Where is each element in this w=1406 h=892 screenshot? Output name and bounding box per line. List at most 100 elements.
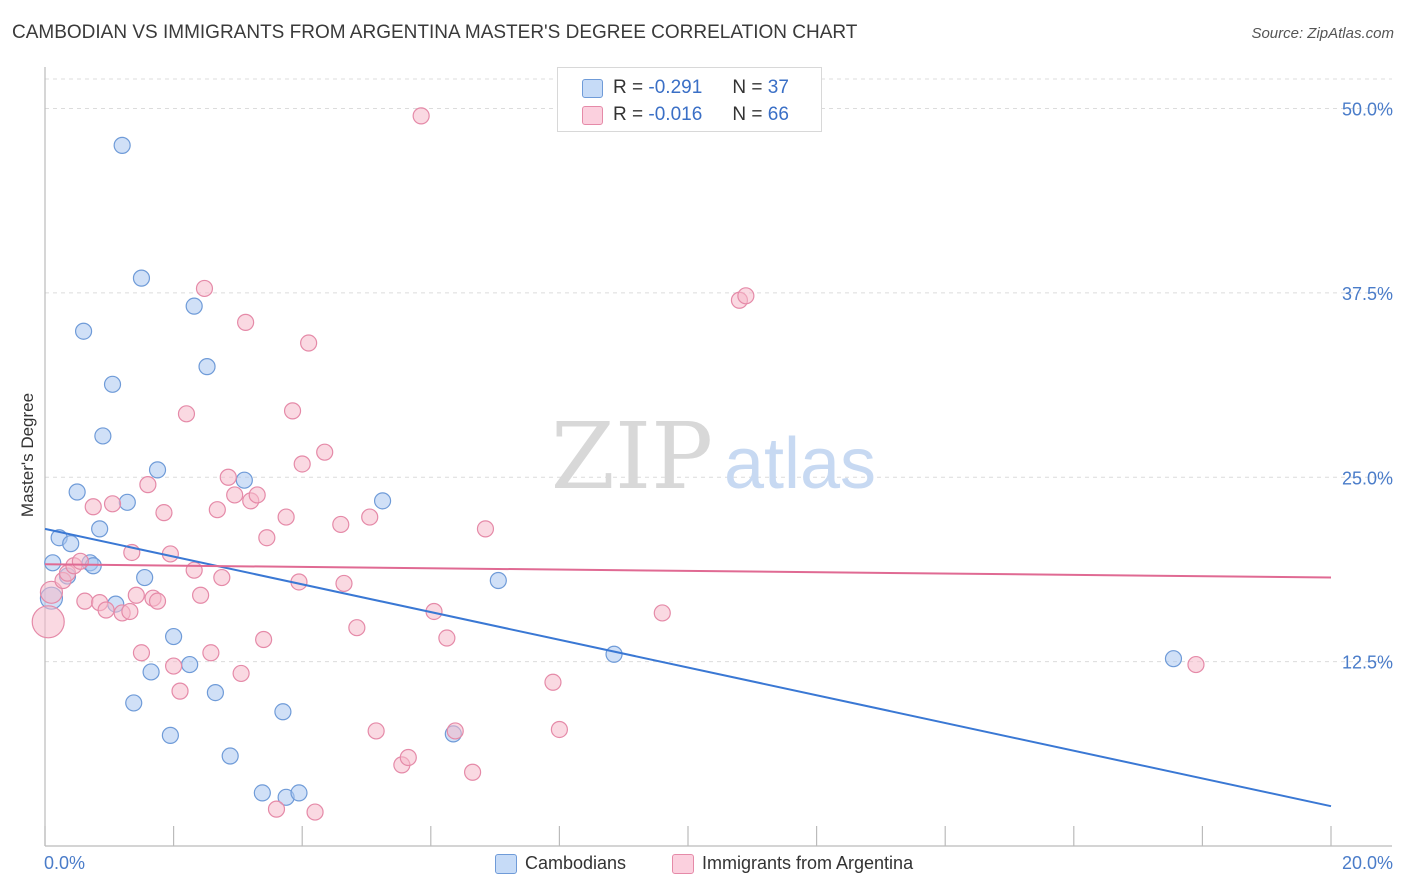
argentina-trend-line [44, 563, 1332, 579]
argentina-point [148, 592, 167, 610]
cambodian-point [103, 375, 122, 393]
cambodian-point [489, 571, 507, 590]
argentina-point [463, 763, 482, 781]
argentina-point [185, 561, 203, 579]
argentina-point [361, 508, 379, 526]
argentina-point [237, 313, 255, 331]
argentina-point [208, 501, 226, 519]
argentina-point [165, 657, 183, 675]
cambodian-point [118, 493, 136, 511]
y-tick-label: 50.0% [1342, 100, 1393, 120]
cambodian-point [148, 461, 167, 479]
argentina-point [283, 402, 302, 420]
legend-item-cambodians[interactable]: Cambodians [495, 853, 626, 874]
argentina-point [544, 673, 562, 691]
chart-title: CAMBODIAN VS IMMIGRANTS FROM ARGENTINA M… [12, 22, 858, 43]
argentina-point [171, 682, 189, 700]
r-label: R = [613, 77, 644, 98]
argentina-point [127, 586, 145, 604]
argentina-point [76, 592, 94, 610]
argentina-point [446, 722, 464, 740]
argentina-point [550, 720, 569, 739]
cambodian-trend-line [44, 527, 1332, 808]
argentina-point [192, 586, 210, 604]
y-tick-label: 37.5% [1342, 284, 1393, 304]
watermark-zip: ZIP [551, 403, 713, 510]
argentina-point [195, 279, 214, 298]
argentina-point [258, 529, 276, 547]
argentina-point [412, 107, 430, 125]
argentina-point [335, 574, 353, 593]
y-axis-label: Master's Degree [18, 392, 37, 518]
cambodian-point [1164, 650, 1183, 668]
cambodian-point [373, 492, 392, 510]
argentina-point [213, 568, 231, 587]
stats-box: R = -0.291 N = 37 R = -0.016 N = 66 [557, 67, 822, 132]
r-value: -0.291 [648, 77, 703, 98]
stats-row-cambodians: R = -0.291 N = 37 [582, 77, 789, 99]
cambodians-legend-swatch [495, 853, 517, 874]
cambodian-point [253, 784, 271, 802]
cambodian-point [113, 136, 131, 154]
cambodian-point [235, 471, 253, 489]
argentina-point [367, 722, 385, 740]
r-value: -0.016 [648, 104, 703, 125]
argentina-point [139, 476, 157, 494]
cambodian-point [605, 645, 623, 663]
cambodian-point [62, 535, 80, 553]
argentina-point [399, 748, 417, 767]
argentina-point [121, 602, 139, 621]
argentina-point [293, 455, 311, 473]
argentina-point [31, 605, 65, 639]
cambodian-point [44, 554, 62, 572]
n-value: 66 [767, 104, 789, 125]
cambodian-point [185, 297, 203, 315]
r-label: R = [613, 104, 644, 125]
cambodian-point [165, 627, 183, 646]
cambodian-point [91, 520, 109, 538]
argentina-point [316, 443, 334, 461]
argentina-point [219, 468, 237, 486]
y-tick-label: 25.0% [1342, 468, 1393, 488]
watermark-atlas: atlas [724, 424, 876, 504]
cambodian-point [181, 655, 199, 674]
argentina-point [438, 629, 456, 647]
x-tick-label: 0.0% [44, 853, 85, 873]
argentina-point [737, 287, 755, 305]
argentina-point [306, 803, 324, 821]
argentina-point [97, 601, 115, 619]
argentina-point [84, 498, 102, 516]
cambodian-point [274, 703, 292, 721]
cambodian-point [74, 322, 93, 340]
cambodian-point [206, 683, 224, 702]
argentina-point [653, 604, 671, 622]
cambodian-point [221, 747, 239, 765]
argentina-point [226, 486, 244, 504]
source-label: Source: ZipAtlas.com [1251, 25, 1394, 42]
watermark: ZIP atlas [551, 403, 876, 510]
cambodian-point [94, 427, 112, 445]
argentina-point [132, 644, 151, 662]
argentina-point [476, 520, 495, 538]
y-tick-label: 12.5% [1342, 653, 1393, 673]
cambodian-point [142, 663, 160, 681]
cambodians-swatch [582, 78, 603, 98]
argentina-point [232, 664, 250, 683]
argentina-point [277, 508, 295, 526]
cambodian-point [136, 568, 154, 587]
legend-item-argentina[interactable]: Immigrants from Argentina [672, 853, 913, 874]
argentina-point [248, 486, 266, 504]
argentina-point [348, 619, 366, 637]
argentina-point [300, 334, 318, 352]
n-label: N = [732, 77, 763, 98]
argentina-swatch [582, 105, 603, 125]
argentina-point [332, 515, 350, 534]
legend-label: Cambodians [525, 853, 627, 873]
argentina-point [177, 405, 196, 423]
n-label: N = [732, 104, 763, 125]
argentina-point [255, 630, 273, 649]
cambodian-point [68, 483, 86, 501]
cambodian-point [198, 358, 216, 376]
cambodian-point [125, 694, 143, 712]
